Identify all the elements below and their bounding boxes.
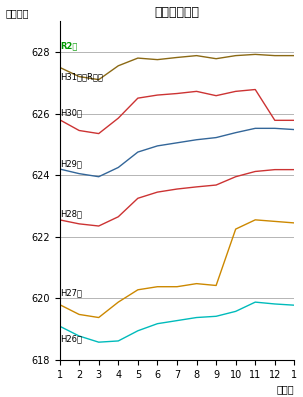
Text: H27年: H27年 bbox=[61, 289, 82, 298]
X-axis label: （月）: （月） bbox=[277, 384, 295, 394]
Text: H29年: H29年 bbox=[61, 159, 82, 168]
Text: H30年: H30年 bbox=[61, 108, 82, 117]
Text: H28年: H28年 bbox=[61, 209, 82, 218]
Title: 月別人口推移: 月別人口推移 bbox=[155, 6, 199, 19]
Text: H31年・R元年: H31年・R元年 bbox=[61, 72, 103, 81]
Text: R2年: R2年 bbox=[61, 41, 78, 50]
Y-axis label: （万人）: （万人） bbox=[5, 8, 29, 18]
Text: H26年: H26年 bbox=[61, 334, 82, 343]
